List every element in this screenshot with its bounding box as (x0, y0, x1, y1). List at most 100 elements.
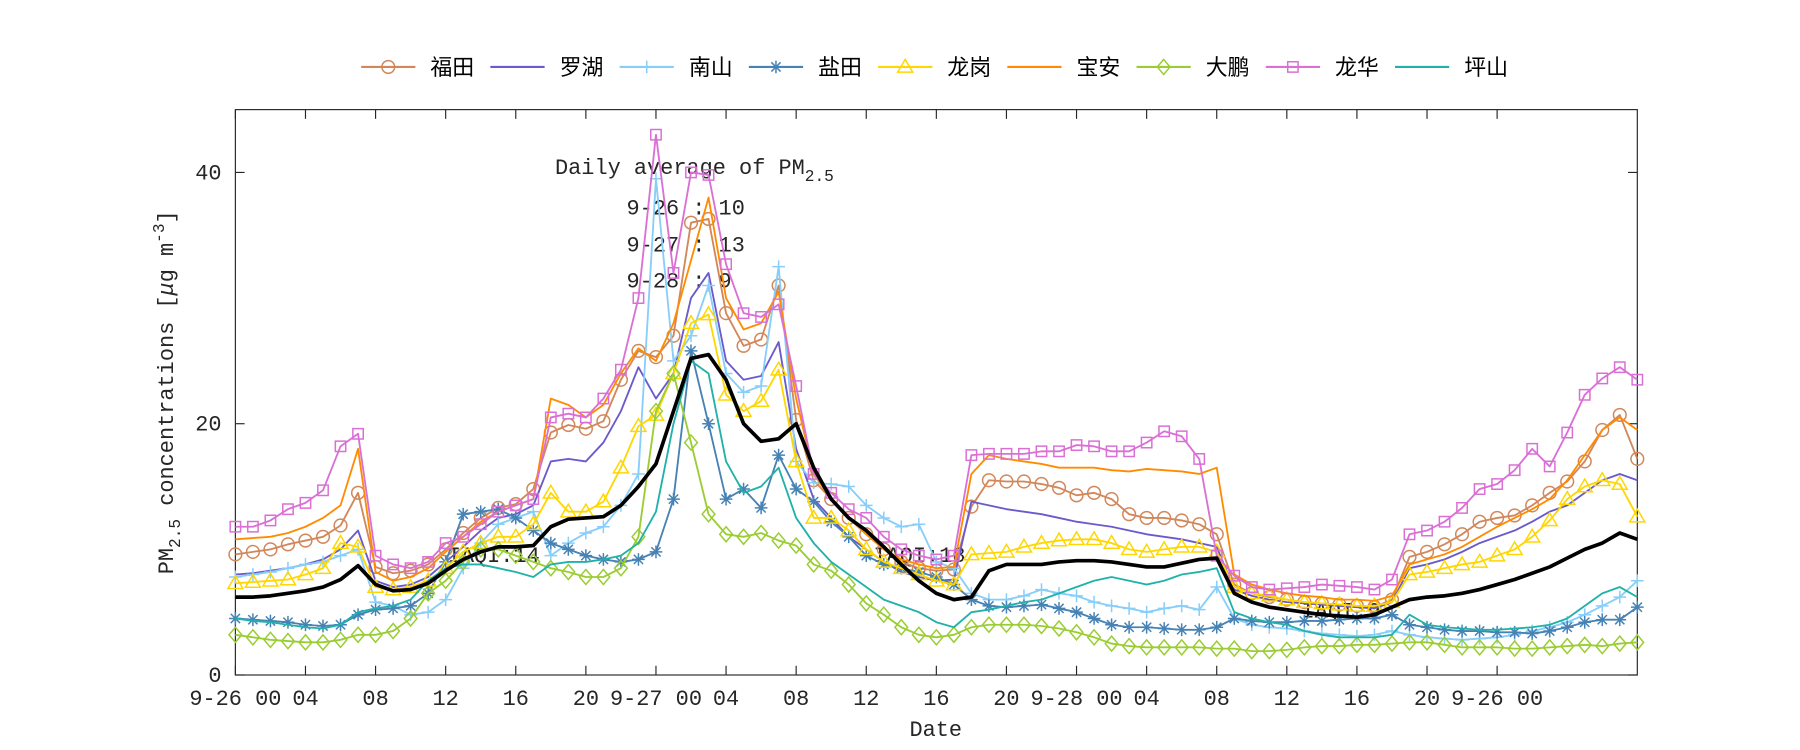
marker (1491, 478, 1504, 490)
marker (789, 482, 803, 496)
marker (896, 57, 915, 73)
marker (1053, 445, 1065, 458)
marker (1454, 638, 1470, 657)
marker (1613, 361, 1626, 374)
marker (772, 448, 785, 462)
marker (1070, 589, 1083, 603)
marker (841, 575, 857, 594)
marker (912, 549, 925, 562)
marker (385, 622, 401, 640)
marker (422, 555, 435, 568)
marker (1298, 581, 1311, 593)
series-line (235, 359, 1638, 639)
legend-item: 盐田 (748, 56, 862, 81)
marker (1175, 430, 1188, 443)
marker (1595, 599, 1609, 613)
marker (1595, 422, 1610, 438)
marker (509, 511, 523, 525)
marker (1593, 471, 1612, 487)
marker (1630, 574, 1644, 588)
marker (1505, 540, 1524, 556)
marker (1087, 595, 1101, 609)
marker (684, 344, 698, 358)
marker (1314, 637, 1330, 655)
marker (664, 364, 683, 380)
marker (754, 501, 768, 515)
marker (1400, 565, 1419, 581)
marker (614, 363, 627, 376)
marker (1190, 537, 1209, 553)
marker (702, 417, 715, 431)
x-tick-label: 20 (993, 687, 1019, 712)
marker (964, 618, 979, 636)
marker (1192, 517, 1207, 532)
text-part: Daily average of PM (555, 156, 805, 181)
marker (702, 169, 715, 181)
marker (1333, 579, 1346, 592)
marker (1016, 616, 1032, 634)
marker (281, 615, 295, 629)
marker (1122, 620, 1136, 634)
marker (543, 559, 559, 577)
marker (1558, 490, 1577, 506)
marker (1139, 638, 1154, 657)
marker (1456, 501, 1469, 514)
marker (1122, 602, 1136, 615)
marker (999, 616, 1014, 634)
marker (596, 414, 611, 429)
marker (1473, 483, 1486, 495)
marker (1228, 569, 1241, 582)
marker (699, 305, 718, 321)
marker (632, 292, 645, 305)
marker (1577, 636, 1593, 654)
marker (597, 520, 610, 534)
marker (788, 536, 804, 555)
marker (1438, 623, 1451, 637)
marker (351, 543, 365, 556)
marker (754, 379, 768, 393)
marker (911, 626, 927, 644)
x-tick-label: 12 (853, 687, 879, 712)
marker (1070, 439, 1083, 452)
marker (1123, 445, 1136, 458)
marker (1367, 636, 1382, 654)
marker (1035, 598, 1048, 611)
marker (264, 614, 277, 628)
marker (1403, 618, 1416, 632)
x-tick-label: 9-26 00 (189, 687, 281, 712)
marker (807, 495, 821, 508)
marker (1542, 638, 1558, 657)
marker (1488, 546, 1506, 562)
marker (333, 631, 348, 649)
marker (825, 486, 838, 499)
marker (594, 492, 613, 508)
marker (1313, 594, 1331, 610)
marker (1105, 599, 1118, 613)
marker (1610, 475, 1629, 490)
marker (1140, 605, 1153, 619)
marker (1280, 582, 1293, 595)
marker (649, 545, 663, 559)
marker (263, 542, 278, 557)
marker (228, 626, 243, 644)
marker (737, 482, 750, 496)
marker (962, 545, 981, 561)
text-part: PM (155, 548, 180, 574)
marker (1332, 637, 1347, 655)
x-tick-label: 04 (292, 687, 318, 712)
marker (1286, 60, 1299, 73)
marker (315, 633, 331, 651)
marker (1470, 552, 1489, 568)
marker (1209, 639, 1225, 658)
marker (578, 568, 594, 586)
marker (736, 338, 751, 353)
marker (612, 458, 630, 474)
marker (1192, 623, 1206, 637)
marker (877, 511, 891, 525)
marker (842, 480, 856, 493)
marker (298, 533, 313, 548)
marker (421, 605, 435, 619)
marker (1629, 633, 1645, 651)
marker (509, 499, 522, 512)
marker (280, 537, 296, 552)
